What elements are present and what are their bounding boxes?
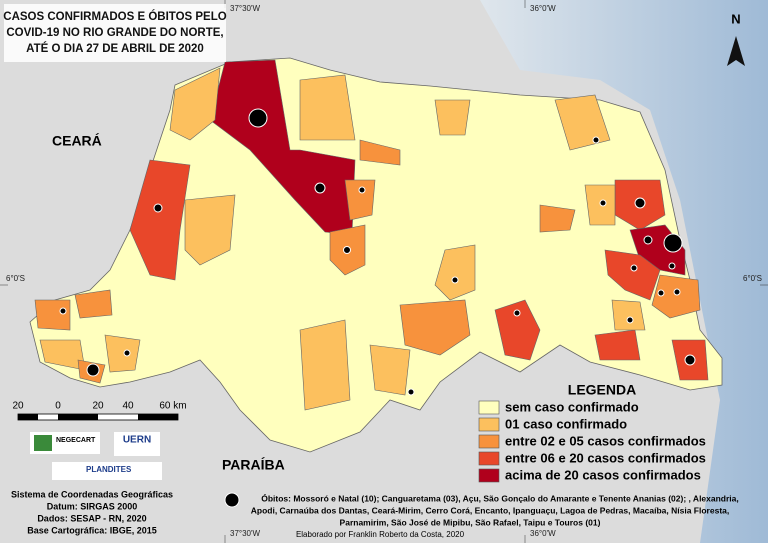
- legend-swatch: [478, 451, 500, 466]
- region-label: PARAÍBA: [222, 457, 285, 473]
- municipality: [344, 179, 376, 221]
- death-marker: [634, 197, 646, 209]
- deaths-text: Óbitos: Mossoró e Natal (10); Canguareta…: [261, 492, 739, 503]
- municipality: [299, 74, 356, 141]
- death-marker: [673, 288, 681, 296]
- death-marker: [248, 108, 268, 128]
- logo-text: UERN: [123, 435, 151, 446]
- legend-label: entre 02 e 05 casos confirmados: [505, 433, 706, 448]
- scale-segment: [18, 414, 38, 420]
- death-marker: [592, 136, 600, 144]
- death-marker: [123, 349, 131, 357]
- legend-label: acima de 20 casos confirmados: [505, 467, 701, 482]
- logo: [52, 462, 162, 480]
- region-label: CEARÁ: [52, 133, 102, 149]
- scale-label: 20: [12, 401, 24, 412]
- municipality: [554, 94, 611, 151]
- death-marker: [643, 235, 653, 245]
- info-text: Sistema de Coordenadas Geográficas: [11, 489, 173, 499]
- municipality: [369, 344, 411, 396]
- municipality: [494, 299, 541, 361]
- scale-label: 60 km: [159, 401, 186, 412]
- municipality: [539, 204, 576, 233]
- municipality: [34, 299, 71, 331]
- deaths-text: Apodi, Carnaúba dos Dantas, Ceará-Mirim,…: [251, 505, 729, 515]
- death-marker: [684, 354, 696, 366]
- logo-text: NEGECART: [56, 437, 96, 444]
- municipality: [299, 319, 351, 411]
- legend-swatch: [478, 434, 500, 449]
- municipality: [604, 249, 661, 301]
- death-marker: [358, 186, 366, 194]
- municipalities: [34, 59, 709, 411]
- legend-swatch: [478, 400, 500, 415]
- death-marker: [668, 262, 676, 270]
- legend-label: 01 caso confirmado: [505, 416, 627, 431]
- legend: sem caso confirmado 01 caso confirmado ent…: [478, 399, 706, 483]
- scale-label: 20: [92, 401, 104, 412]
- municipality: [359, 139, 401, 166]
- scale-bar: [17, 413, 179, 421]
- municipality: [74, 289, 113, 319]
- coord-label: 37°30'W: [230, 529, 261, 538]
- death-marker: [513, 309, 521, 317]
- death-marker: [153, 203, 163, 213]
- logo-icon: [34, 435, 52, 451]
- title-line: COVID-19 NO RIO GRANDE DO NORTE,: [6, 27, 223, 39]
- info-text: Dados: SESAP - RN, 2020: [37, 513, 146, 523]
- municipality: [611, 299, 646, 331]
- death-marker: [626, 316, 634, 324]
- state-outline: [29, 57, 723, 453]
- municipality: [104, 334, 141, 373]
- death-marker: [451, 276, 459, 284]
- coord-label: 6°0'S: [6, 274, 25, 283]
- death-marker: [86, 363, 100, 377]
- coord-label: 37°30'W: [230, 4, 261, 13]
- death-markers: [59, 108, 696, 396]
- legend-label: sem caso confirmado: [505, 399, 639, 414]
- death-marker: [343, 246, 351, 254]
- municipality: [584, 184, 616, 226]
- death-marker: [407, 388, 415, 396]
- coord-label: 36°0'W: [530, 4, 556, 13]
- death-marker: [657, 289, 665, 297]
- north-arrow: [727, 36, 745, 66]
- scale-segment: [138, 414, 178, 420]
- legend-title: LEGENDA: [568, 382, 636, 398]
- deaths-text: Parnamirim, São José de Mipibu, São Rafa…: [340, 517, 601, 527]
- municipality: [129, 159, 191, 281]
- municipality: [169, 67, 221, 141]
- death-marker: [630, 264, 638, 272]
- death-marker: [599, 199, 607, 207]
- death-marker: [59, 307, 67, 315]
- municipality: [434, 99, 471, 136]
- legend-label: entre 06 e 20 casos confirmados: [505, 450, 706, 465]
- death-marker: [314, 182, 326, 194]
- scale-label: 40: [122, 401, 134, 412]
- info-text: Datum: SIRGAS 2000: [47, 501, 138, 511]
- municipality: [651, 274, 701, 319]
- death-marker: [663, 233, 683, 253]
- title-line: CASOS CONFIRMADOS E ÓBITOS PELO: [3, 10, 226, 23]
- scale-segment: [58, 414, 98, 420]
- coord-label: 6°0'S: [743, 274, 762, 283]
- municipality: [594, 329, 641, 361]
- legend-swatch: [478, 468, 500, 483]
- coord-label: 36°0'W: [530, 529, 556, 538]
- legend-swatch: [478, 417, 500, 432]
- info-text: Base Cartográfica: IBGE, 2015: [27, 525, 157, 535]
- credit: Elaborado por Franklin Roberto da Costa,…: [296, 530, 465, 539]
- logo: [114, 432, 160, 456]
- title-line: ATÉ O DIA 27 DE ABRIL DE 2020: [26, 42, 204, 55]
- logo-text: PLANDITES: [86, 465, 132, 474]
- scale-label: 0: [55, 401, 61, 412]
- municipality: [399, 299, 471, 356]
- ocean: [480, 0, 768, 543]
- municipality: [434, 244, 476, 301]
- municipality: [184, 194, 236, 266]
- death-symbol: [224, 492, 240, 508]
- north-label: N: [731, 11, 740, 26]
- title-box: [4, 4, 226, 62]
